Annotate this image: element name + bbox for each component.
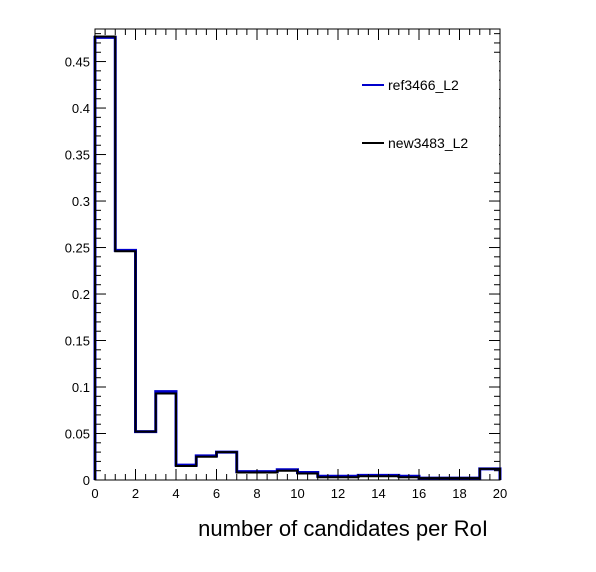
bin-new3483-L2-0 <box>95 36 115 480</box>
bin-new3483-L2-3 <box>156 394 176 480</box>
x-tick-label: 10 <box>290 486 304 501</box>
legend-box <box>357 60 499 172</box>
y-tick-label: 0.4 <box>72 101 90 116</box>
y-tick-label: 0.35 <box>65 148 90 163</box>
y-tick-label: 0.45 <box>65 55 90 70</box>
y-tick-label: 0.2 <box>72 287 90 302</box>
legend-label-ref3466-L2: ref3466_L2 <box>388 77 459 93</box>
y-tick-label: 0.1 <box>72 380 90 395</box>
x-tick-label: 16 <box>412 486 426 501</box>
bin-new3483-L2-1 <box>115 251 135 480</box>
x-tick-label: 6 <box>213 486 220 501</box>
x-tick-label: 18 <box>452 486 466 501</box>
x-tick-label: 12 <box>331 486 345 501</box>
x-axis-title: number of candidates per RoI <box>198 516 488 541</box>
y-tick-label: 0 <box>83 473 90 488</box>
x-tick-label: 4 <box>172 486 179 501</box>
y-tick-label: 0.05 <box>65 427 90 442</box>
legend-label-new3483-L2: new3483_L2 <box>388 135 468 151</box>
legend: ref3466_L2 new3483_L2 <box>357 60 499 172</box>
y-tick-label: 0.3 <box>72 194 90 209</box>
bin-new3483-L2-2 <box>136 432 156 480</box>
y-tick-label: 0.25 <box>65 241 90 256</box>
x-tick-label: 2 <box>132 486 139 501</box>
x-tick-label: 0 <box>91 486 98 501</box>
x-tick-label: 20 <box>493 486 507 501</box>
x-tick-label: 8 <box>253 486 260 501</box>
x-tick-label: 14 <box>371 486 385 501</box>
y-tick-label: 0.15 <box>65 334 90 349</box>
